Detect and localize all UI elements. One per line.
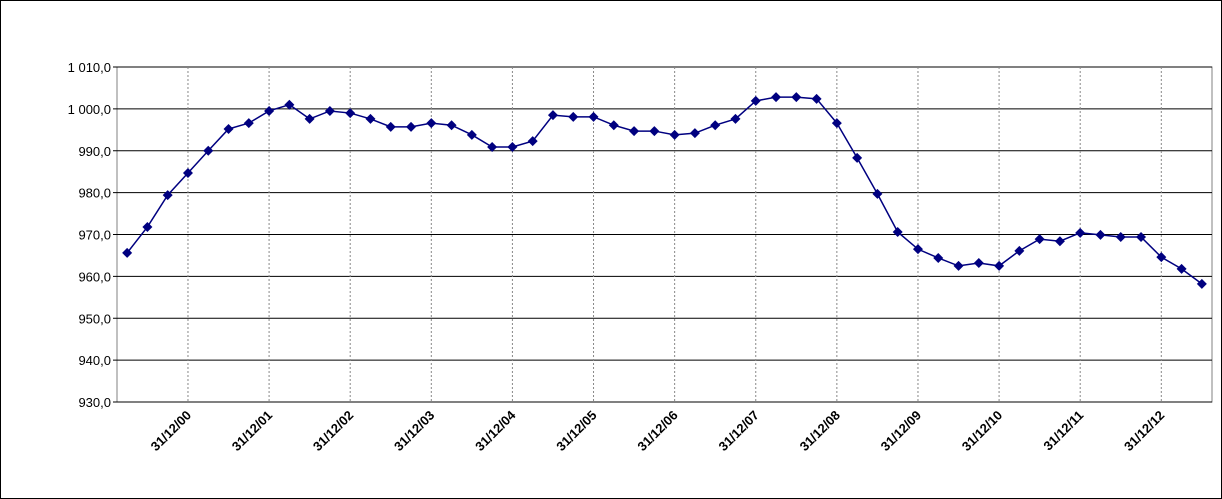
line bbox=[126, 96, 1203, 285]
marker bbox=[811, 93, 822, 104]
marker bbox=[487, 141, 498, 152]
marker bbox=[608, 120, 619, 131]
marker bbox=[1156, 252, 1167, 263]
marker bbox=[750, 95, 761, 106]
marker bbox=[852, 152, 863, 163]
marker bbox=[1075, 227, 1086, 238]
y-tick-label: 970,0 bbox=[78, 228, 111, 243]
marker bbox=[466, 129, 477, 140]
marker bbox=[1176, 263, 1187, 274]
marker bbox=[527, 136, 538, 147]
marker bbox=[1136, 232, 1147, 243]
marker bbox=[710, 120, 721, 131]
marker bbox=[162, 190, 173, 201]
marker bbox=[203, 145, 214, 156]
marker bbox=[1034, 234, 1045, 245]
y-tick-label: 1 000,0 bbox=[68, 102, 111, 117]
marker bbox=[994, 260, 1005, 271]
marker bbox=[669, 129, 680, 140]
marker bbox=[426, 118, 437, 129]
marker bbox=[791, 92, 802, 103]
marker bbox=[264, 105, 275, 116]
marker bbox=[588, 111, 599, 122]
marker bbox=[385, 121, 396, 132]
marker bbox=[304, 113, 315, 124]
y-tick-label: 940,0 bbox=[78, 353, 111, 368]
y-tick-label: 980,0 bbox=[78, 186, 111, 201]
marker bbox=[446, 120, 457, 131]
marker bbox=[243, 118, 254, 129]
marker bbox=[1095, 229, 1106, 240]
marker bbox=[689, 128, 700, 139]
marker bbox=[730, 113, 741, 124]
marker bbox=[142, 221, 153, 232]
marker bbox=[1196, 278, 1207, 289]
marker bbox=[892, 226, 903, 237]
marker bbox=[365, 113, 376, 124]
marker bbox=[629, 126, 640, 137]
marker bbox=[1115, 232, 1126, 243]
y-tick-label: 990,0 bbox=[78, 144, 111, 159]
marker bbox=[223, 123, 234, 134]
marker bbox=[547, 110, 558, 121]
marker bbox=[406, 121, 417, 132]
marker bbox=[182, 167, 193, 178]
marker bbox=[568, 111, 579, 122]
marker bbox=[953, 260, 964, 271]
marker bbox=[872, 188, 883, 199]
marker bbox=[933, 252, 944, 263]
marker bbox=[1054, 236, 1065, 247]
marker bbox=[649, 126, 660, 137]
y-tick-label: 950,0 bbox=[78, 311, 111, 326]
marker bbox=[973, 257, 984, 268]
y-tick-label: 1 010,0 bbox=[68, 60, 111, 75]
marker bbox=[324, 105, 335, 116]
y-tick-label: 960,0 bbox=[78, 269, 111, 284]
marker bbox=[912, 244, 923, 255]
marker bbox=[122, 247, 133, 258]
marker bbox=[831, 118, 842, 129]
marker bbox=[284, 99, 295, 110]
marker bbox=[771, 92, 782, 103]
marker bbox=[345, 108, 356, 119]
y-tick-label: 930,0 bbox=[78, 395, 111, 410]
marker bbox=[507, 141, 518, 152]
marker bbox=[1014, 245, 1025, 256]
